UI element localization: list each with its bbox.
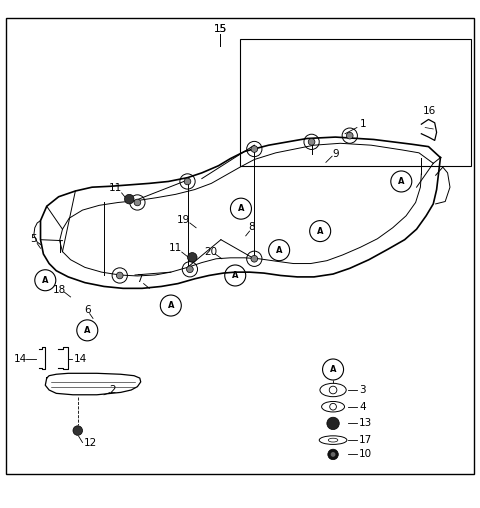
Circle shape: [308, 139, 315, 145]
Circle shape: [187, 266, 193, 273]
Text: A: A: [330, 365, 336, 374]
Text: 16: 16: [423, 106, 436, 116]
Text: 9: 9: [332, 149, 339, 159]
Text: A: A: [168, 301, 174, 310]
Text: A: A: [238, 204, 244, 213]
Text: A: A: [398, 177, 405, 186]
Text: A: A: [276, 246, 282, 255]
Text: A: A: [84, 326, 91, 335]
Text: A: A: [317, 227, 324, 236]
Text: 1: 1: [360, 119, 366, 129]
Circle shape: [73, 426, 83, 435]
Text: 4: 4: [360, 402, 366, 411]
Text: 20: 20: [204, 246, 217, 257]
FancyBboxPatch shape: [6, 18, 474, 473]
Circle shape: [331, 452, 336, 457]
Circle shape: [347, 132, 353, 139]
Circle shape: [184, 178, 191, 185]
Text: 15: 15: [213, 24, 227, 34]
Text: 3: 3: [360, 385, 366, 395]
Text: 5: 5: [31, 234, 37, 244]
Text: 8: 8: [248, 222, 255, 232]
Circle shape: [134, 199, 141, 206]
FancyBboxPatch shape: [240, 39, 471, 166]
Circle shape: [328, 449, 338, 460]
Circle shape: [251, 146, 258, 152]
Circle shape: [327, 417, 339, 430]
Text: 12: 12: [84, 437, 97, 448]
Text: 14: 14: [14, 354, 27, 364]
Circle shape: [251, 256, 258, 262]
Text: 19: 19: [177, 215, 190, 225]
Text: 17: 17: [360, 435, 372, 445]
Circle shape: [124, 195, 134, 204]
Text: 15: 15: [213, 24, 227, 34]
Text: A: A: [42, 276, 48, 285]
Circle shape: [116, 272, 123, 279]
Text: 10: 10: [360, 450, 372, 459]
Text: 2: 2: [109, 385, 115, 395]
Circle shape: [329, 386, 337, 394]
Text: 7: 7: [136, 274, 143, 284]
Ellipse shape: [328, 438, 338, 442]
Text: 18: 18: [53, 285, 66, 295]
Text: 13: 13: [360, 419, 372, 428]
Text: 14: 14: [74, 354, 87, 364]
Text: 11: 11: [169, 243, 182, 253]
Text: 11: 11: [109, 183, 122, 193]
Circle shape: [330, 403, 336, 410]
Circle shape: [188, 252, 197, 262]
Text: 6: 6: [84, 305, 91, 315]
Text: A: A: [232, 271, 239, 280]
